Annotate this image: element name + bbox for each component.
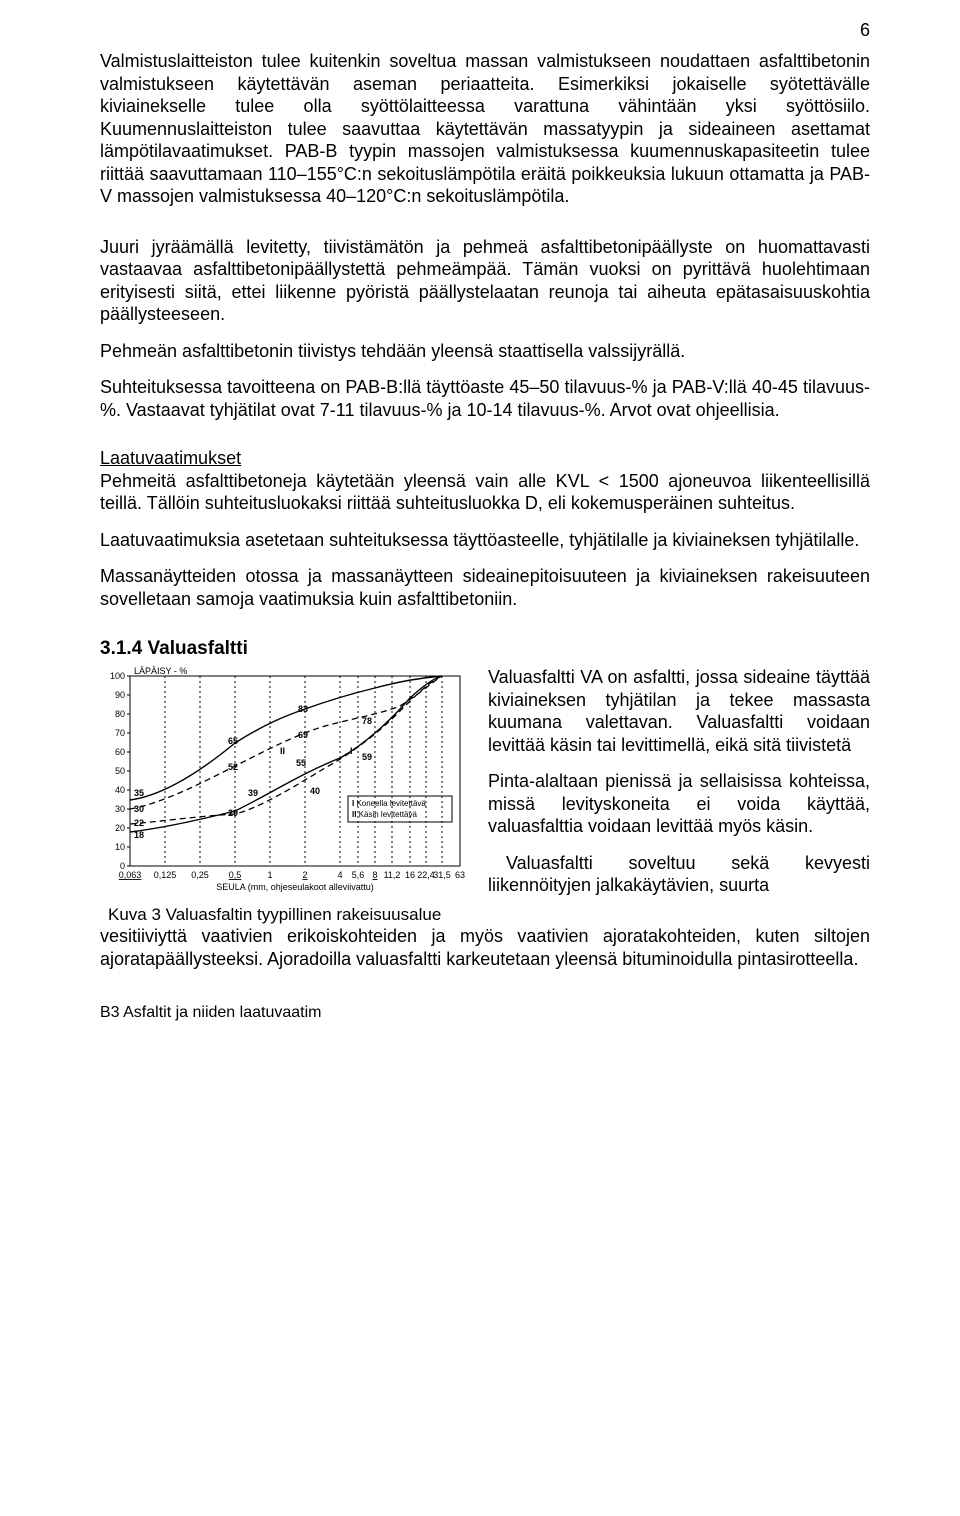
svg-text:78: 78 <box>362 716 372 726</box>
side-paragraph-2: Pinta-alaltaan pienissä ja sellaisissa k… <box>488 770 870 838</box>
svg-text:31,5: 31,5 <box>433 870 451 880</box>
svg-text:80: 80 <box>115 709 125 719</box>
svg-text:63: 63 <box>455 870 465 880</box>
svg-text:69: 69 <box>298 730 308 740</box>
svg-text:16: 16 <box>405 870 415 880</box>
paragraph-8: vesitiiviyttä vaativien erikoiskohteiden… <box>100 925 870 970</box>
paragraph-2: Juuri jyräämällä levitetty, tiivistämätö… <box>100 236 870 326</box>
paragraph-3: Pehmeän asfalttibetonin tiivistys tehdää… <box>100 340 870 363</box>
svg-text:65: 65 <box>228 736 238 746</box>
svg-text:1: 1 <box>267 870 272 880</box>
page-number: 6 <box>860 20 870 41</box>
svg-text:30: 30 <box>115 804 125 814</box>
legend-1: Koneella levitettävä <box>356 799 426 808</box>
svg-text:39: 39 <box>248 788 258 798</box>
svg-text:2: 2 <box>302 870 307 880</box>
paragraph-4: Suhteituksessa tavoitteena on PAB-B:llä … <box>100 376 870 421</box>
side-paragraph-1: Valuasfaltti VA on asfaltti, jossa sidea… <box>488 666 870 756</box>
paragraph-7: Massanäytteiden otossa ja massanäytteen … <box>100 565 870 610</box>
svg-text:0,25: 0,25 <box>191 870 209 880</box>
svg-text:30: 30 <box>134 804 144 814</box>
svg-text:II: II <box>280 746 285 756</box>
svg-text:60: 60 <box>115 747 125 757</box>
svg-text:8: 8 <box>372 870 377 880</box>
footer: B3 Asfaltit ja niiden laatuvaatim <box>100 1004 870 1022</box>
subheading-laatuvaatimukset: Laatuvaatimukset <box>100 448 241 468</box>
svg-text:0,125: 0,125 <box>154 870 177 880</box>
side-paragraph-3: Valuasfaltti soveltuu sekä kevyesti liik… <box>488 852 870 897</box>
legend-2: Käsin levitettävä <box>359 810 418 819</box>
svg-text:18: 18 <box>134 830 144 840</box>
svg-text:59: 59 <box>362 752 372 762</box>
svg-text:40: 40 <box>115 785 125 795</box>
svg-text:35: 35 <box>134 788 144 798</box>
svg-text:I: I <box>350 746 353 756</box>
paragraph-5-body: Pehmeitä asfalttibetoneja käytetään ylee… <box>100 471 870 514</box>
svg-text:100: 100 <box>110 671 125 681</box>
svg-text:40: 40 <box>310 786 320 796</box>
y-axis-title: LÄPÄISY - % <box>134 666 187 676</box>
svg-text:52: 52 <box>228 762 238 772</box>
svg-text:II Käsin levitettävä: II Käsin levitettävä <box>352 810 417 819</box>
x-axis-title: SEULA (mm, ohjeseulakoot alleviivattu) <box>216 882 374 892</box>
svg-text:0,063: 0,063 <box>119 870 142 880</box>
svg-text:55: 55 <box>296 758 306 768</box>
svg-text:29: 29 <box>228 808 238 818</box>
svg-text:20: 20 <box>115 823 125 833</box>
svg-text:22: 22 <box>134 818 144 828</box>
svg-text:22,4: 22,4 <box>417 870 435 880</box>
paragraph-1: Valmistuslaitteiston tulee kuitenkin sov… <box>100 50 870 208</box>
svg-text:I Koneella levitettävä: I Koneella levitettävä <box>352 799 426 808</box>
svg-text:70: 70 <box>115 728 125 738</box>
svg-text:90: 90 <box>115 690 125 700</box>
svg-text:5,6: 5,6 <box>352 870 365 880</box>
paragraph-5: Laatuvaatimukset Pehmeitä asfalttibetone… <box>100 447 870 515</box>
svg-text:50: 50 <box>115 766 125 776</box>
svg-text:83: 83 <box>298 704 308 714</box>
grading-curve-chart: 35 30 22 18 65 52 39 29 83 69 II 55 40 7… <box>100 666 470 896</box>
svg-text:0,5: 0,5 <box>229 870 242 880</box>
svg-text:4: 4 <box>337 870 342 880</box>
chart-caption: Kuva 3 Valuasfaltin tyypillinen rakeisuu… <box>108 904 470 925</box>
svg-text:10: 10 <box>115 842 125 852</box>
svg-text:11,2: 11,2 <box>384 870 401 880</box>
paragraph-6: Laatuvaatimuksia asetetaan suhteituksess… <box>100 529 870 552</box>
section-title: 3.1.4 Valuasfaltti <box>100 638 870 660</box>
